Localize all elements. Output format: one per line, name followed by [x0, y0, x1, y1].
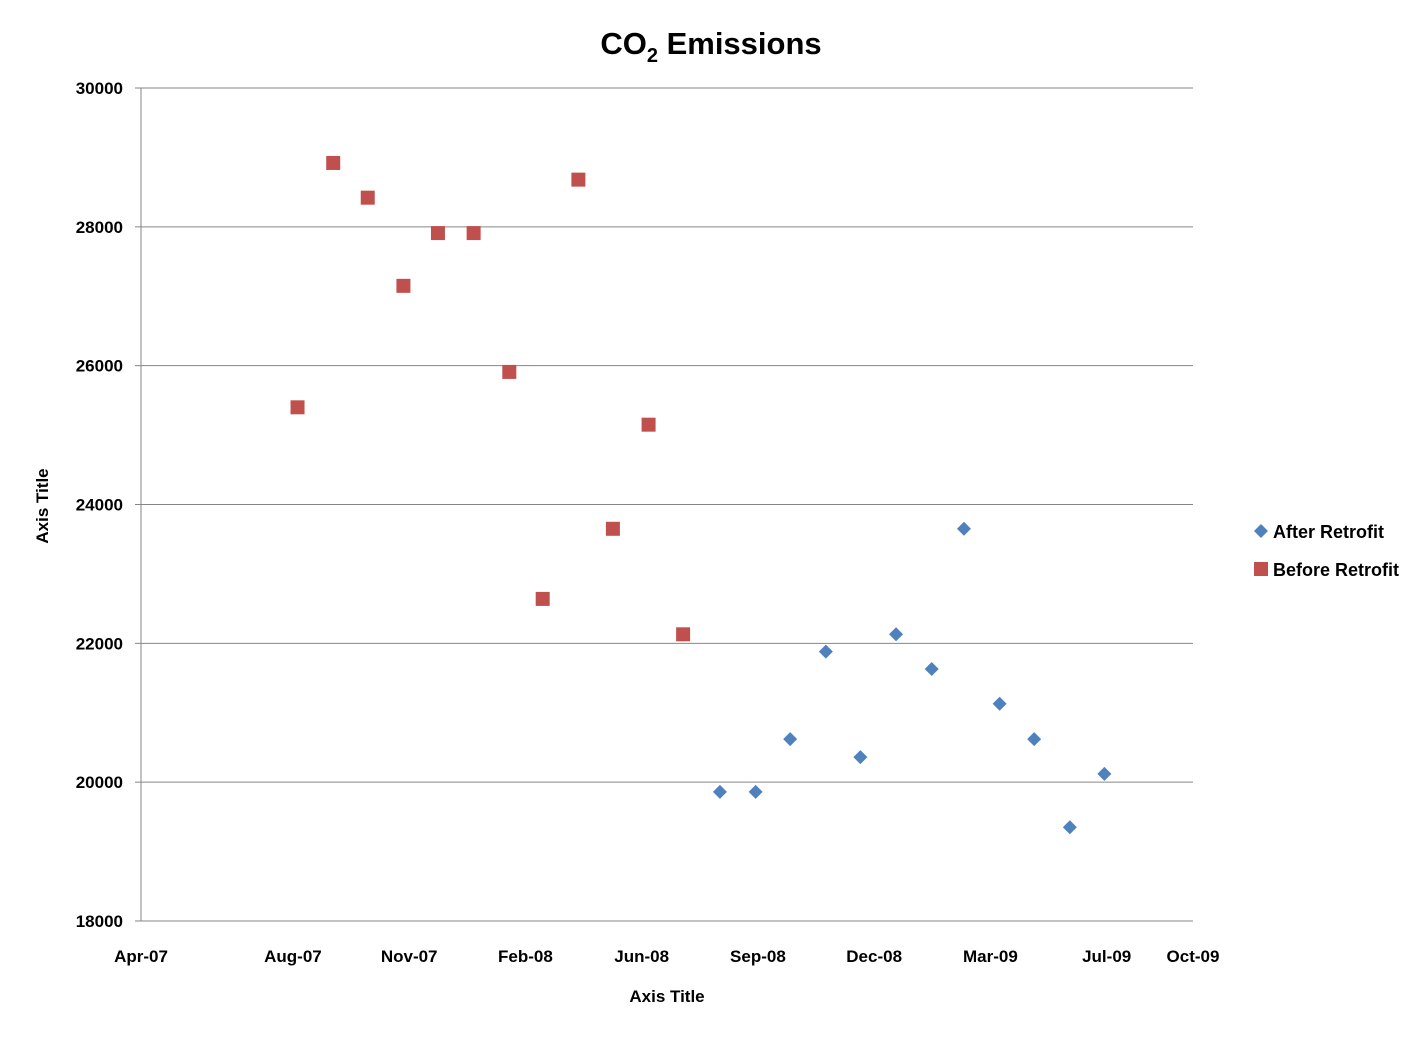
after-retrofit-point: [1062, 820, 1077, 835]
before-retrofit-point: [360, 190, 375, 205]
y-tick-label: 18000: [76, 912, 123, 931]
x-tick-label: Mar-09: [963, 947, 1018, 966]
y-tick-label: 26000: [76, 357, 123, 376]
after-retrofit-point: [1097, 766, 1112, 781]
after-retrofit-point: [889, 627, 904, 642]
y-tick-label: 22000: [76, 634, 123, 653]
x-tick-label: Dec-08: [846, 947, 902, 966]
before-retrofit-point: [605, 521, 620, 536]
x-tick-label: Jul-09: [1082, 947, 1131, 966]
legend-marker-0: [1254, 524, 1268, 538]
x-tick-label: Jun-08: [614, 947, 669, 966]
before-retrofit-point: [326, 155, 341, 170]
y-tick-labels: 18000 20000 22000 24000 26000 28000 30000: [76, 79, 123, 931]
legend-marker-1: [1254, 562, 1268, 576]
before-retrofit-point: [430, 226, 445, 241]
chart-title: CO2 Emissions: [600, 26, 821, 67]
y-tick-label: 20000: [76, 773, 123, 792]
before-retrofit-point: [641, 417, 656, 432]
x-axis-title: Axis Title: [629, 987, 704, 1006]
y-tick-label: 28000: [76, 218, 123, 237]
after-retrofit-point: [818, 644, 833, 659]
before-retrofit-point: [290, 400, 305, 415]
after-retrofit-point: [783, 732, 798, 747]
before-retrofit-point: [466, 226, 481, 241]
after-retrofit-point: [712, 784, 727, 799]
before-retrofit-point: [676, 627, 691, 642]
x-tick-label: Sep-08: [730, 947, 786, 966]
x-tick-labels: Apr-07 Aug-07 Nov-07 Feb-08 Jun-08 Sep-08 Dec-…: [114, 947, 1219, 966]
gridlines: [135, 87, 1193, 922]
legend-label: After Retrofit: [1273, 522, 1384, 542]
after-retrofit-point: [956, 521, 971, 536]
x-tick-label: Feb-08: [498, 947, 553, 966]
x-tick-label: Aug-07: [264, 947, 322, 966]
after-retrofit-point: [853, 750, 868, 765]
before-retrofit-point: [502, 364, 517, 379]
after-retrofit-point: [1027, 732, 1042, 747]
legend: After Retrofit Before Retrofit: [1254, 522, 1399, 580]
x-tick-label: Nov-07: [381, 947, 438, 966]
x-tick-label: Oct-09: [1167, 947, 1220, 966]
x-tick-label: Apr-07: [114, 947, 168, 966]
y-tick-label: 24000: [76, 496, 123, 515]
before-retrofit-point: [396, 278, 411, 293]
after-retrofit-point: [992, 696, 1007, 711]
before-retrofit-point: [535, 591, 550, 606]
after-retrofit-point: [748, 784, 763, 799]
after-retrofit-point: [924, 662, 939, 677]
y-axis-title: Axis Title: [33, 468, 52, 543]
y-tick-label: 30000: [76, 79, 123, 98]
data-points: [290, 155, 1112, 835]
legend-label: Before Retrofit: [1273, 560, 1399, 580]
before-retrofit-point: [571, 172, 586, 187]
